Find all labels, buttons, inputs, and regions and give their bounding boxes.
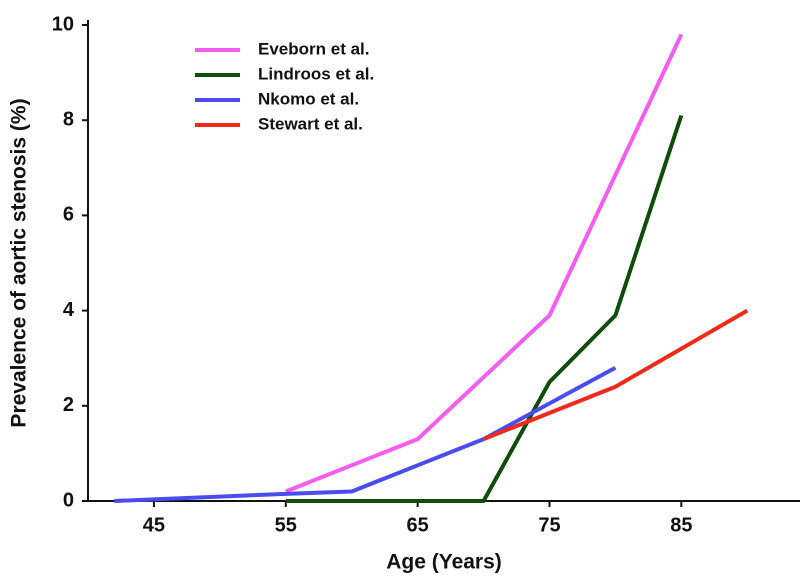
y-tick-label: 4	[63, 299, 75, 321]
legend-label: Eveborn et al.	[258, 39, 369, 58]
y-tick-label: 6	[63, 204, 74, 226]
y-axis-label: Prevalence of aortic stenosis (%)	[8, 98, 31, 427]
y-tick-label: 10	[52, 13, 74, 35]
line	[285, 33, 684, 494]
line	[285, 114, 684, 503]
x-axis-label: Age (Years)	[386, 551, 502, 574]
x-tick-label: 85	[670, 514, 692, 536]
legend-label: Nkomo et al.	[258, 89, 359, 108]
y-tick-label: 0	[63, 489, 74, 511]
legend-label: Stewart et al.	[258, 114, 363, 133]
legend-label: Lindroos et al.	[258, 64, 374, 83]
y-tick-label: 8	[63, 108, 74, 130]
line	[114, 365, 617, 503]
line	[482, 308, 749, 441]
x-tick-label: 55	[275, 514, 297, 536]
y-tick-label: 2	[63, 394, 74, 416]
x-tick-label: 75	[538, 514, 560, 536]
x-tick-label: 65	[407, 514, 429, 536]
x-tick-label: 45	[143, 514, 165, 536]
